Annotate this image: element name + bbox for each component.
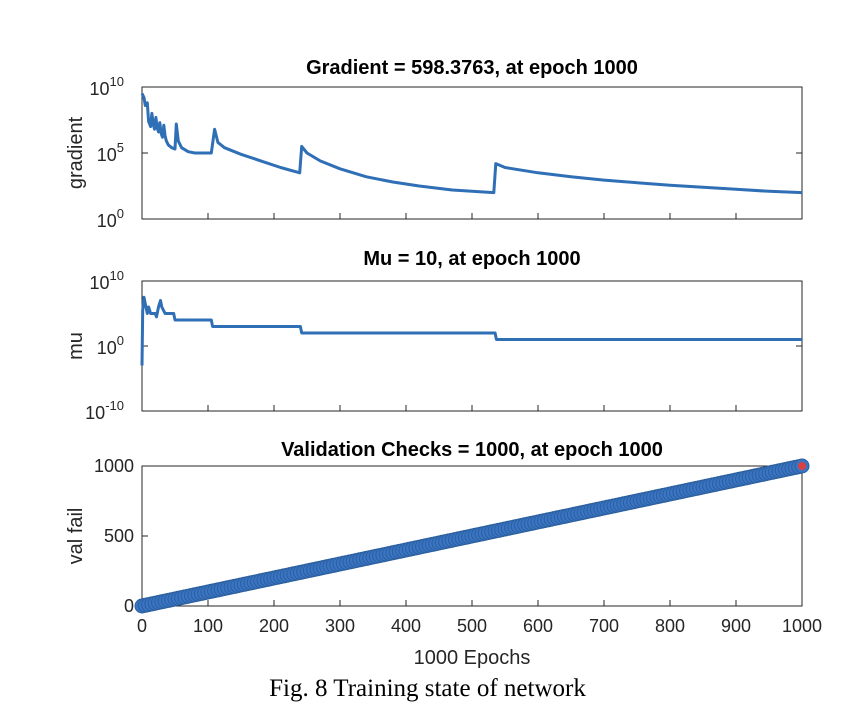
val-fail-title: Validation Checks = 1000, at epoch 1000 [281, 439, 663, 461]
val-fail-xtick-label: 900 [721, 616, 751, 636]
training-state-figure: Gradient = 598.3763, at epoch 1000 gradi… [65, 57, 822, 669]
val-fail-panel: Validation Checks = 1000, at epoch 1000 … [65, 439, 822, 669]
gradient-ytick-exponent: 10 [110, 74, 124, 89]
val-fail-final-point [798, 462, 806, 470]
val-fail-xtick-label: 100 [193, 616, 223, 636]
gradient-ytick-exponent: 5 [117, 140, 124, 155]
mu-series [140, 295, 802, 366]
val-fail-xtick-label: 700 [589, 616, 619, 636]
mu-ylabel: mu [65, 332, 87, 360]
val-fail-xtick-label: 1000 [782, 616, 822, 636]
gradient-line [140, 92, 803, 195]
val-fail-ytick-labels: 0 500 1000 [94, 456, 148, 616]
gradient-ytick-exponent: 0 [117, 206, 124, 221]
val-fail-xtick-label: 500 [457, 616, 487, 636]
gradient-ytick-base: 10 [90, 79, 110, 99]
gradient-ylabel: gradient [65, 116, 87, 189]
gradient-ytick-label: 105 [97, 140, 124, 165]
mu-line [140, 295, 802, 366]
gradient-ytick-label: 1010 [90, 74, 125, 99]
mu-ytick-base: 10 [97, 338, 117, 358]
mu-ytick-label: 1010 [90, 268, 125, 293]
val-fail-ytick-label: 500 [104, 526, 134, 546]
val-fail-xtick-label: 300 [325, 616, 355, 636]
val-fail-xtick-label: 800 [655, 616, 685, 636]
mu-ytick-exponent: 10 [110, 268, 124, 283]
figure-caption: Fig. 8 Training state of network [269, 675, 586, 702]
mu-plot-area [141, 280, 803, 412]
gradient-ytick-label: 100 [97, 206, 124, 231]
gradient-series [140, 92, 803, 195]
val-fail-xtick-label: 200 [259, 616, 289, 636]
gradient-ytick-base: 10 [97, 145, 117, 165]
mu-ytick-exponent: 0 [117, 333, 124, 348]
val-fail-xtick-label: 0 [137, 616, 147, 636]
val-fail-xtick-label: 400 [391, 616, 421, 636]
mu-ytick-base: 10 [90, 273, 110, 293]
mu-ytick-exponent: -10 [105, 398, 124, 413]
val-fail-series [134, 458, 810, 614]
mu-ytick-label: 10-10 [85, 398, 124, 423]
mu-ytick-base: 10 [85, 403, 105, 423]
val-fail-ytick-label: 1000 [94, 456, 134, 476]
mu-ytick-label: 100 [97, 333, 124, 358]
gradient-title: Gradient = 598.3763, at epoch 1000 [306, 57, 638, 79]
gradient-panel: Gradient = 598.3763, at epoch 1000 gradi… [65, 57, 803, 231]
gradient-plot-area [141, 86, 803, 220]
val-fail-xlabel: 1000 Epochs [414, 647, 531, 669]
val-fail-xtick-label: 600 [523, 616, 553, 636]
val-fail-xtick-labels: 0 100 200 300 400 500 600 700 800 900 1000 [137, 600, 822, 636]
gradient-ytick-base: 10 [97, 211, 117, 231]
val-fail-ylabel: val fail [65, 508, 87, 565]
val-fail-ytick-label: 0 [124, 596, 134, 616]
mu-title: Mu = 10, at epoch 1000 [363, 248, 580, 270]
